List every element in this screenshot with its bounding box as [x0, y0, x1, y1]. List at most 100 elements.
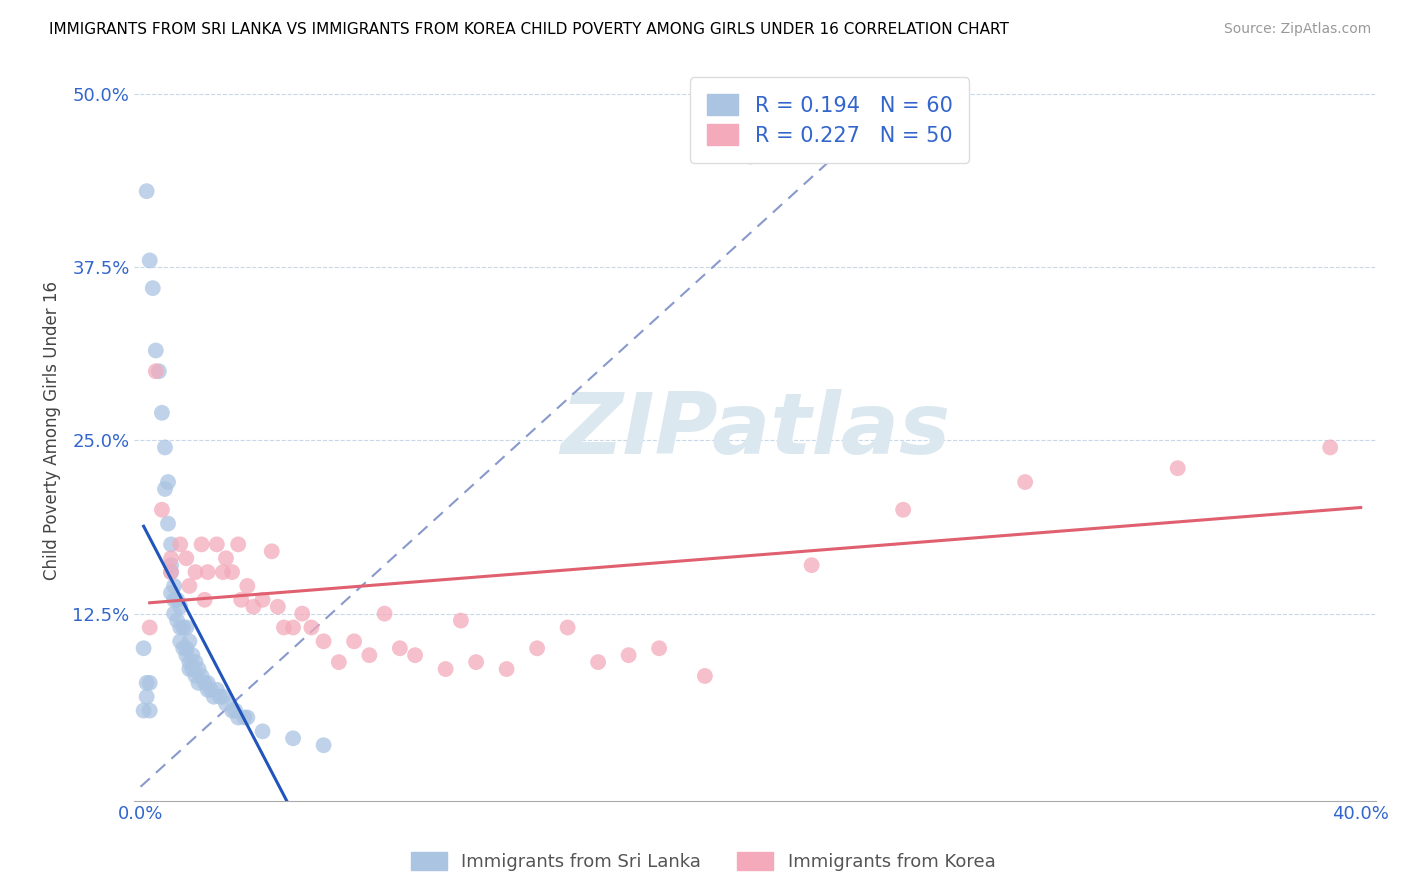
Point — [617, 648, 640, 663]
Point — [374, 607, 396, 621]
Point — [236, 710, 259, 724]
Point — [163, 607, 186, 621]
Point — [526, 641, 548, 656]
Point — [212, 565, 235, 579]
Point — [1167, 461, 1189, 475]
Point — [150, 406, 173, 420]
Text: ZIPatlas: ZIPatlas — [560, 389, 950, 472]
Point — [233, 710, 256, 724]
Point — [231, 592, 253, 607]
Point — [135, 690, 157, 704]
Point — [190, 669, 212, 683]
Point — [252, 724, 274, 739]
Point — [495, 662, 517, 676]
Point — [465, 655, 488, 669]
Point — [205, 537, 228, 551]
Point — [138, 620, 160, 634]
Point — [450, 614, 472, 628]
Point — [138, 676, 160, 690]
Point — [138, 704, 160, 718]
Point — [150, 502, 173, 516]
Point — [359, 648, 381, 663]
Point — [176, 551, 198, 566]
Point — [242, 599, 264, 614]
Point — [312, 634, 335, 648]
Point — [388, 641, 411, 656]
Point — [221, 565, 243, 579]
Point — [648, 641, 671, 656]
Point — [221, 704, 243, 718]
Point — [163, 579, 186, 593]
Point — [176, 620, 198, 634]
Point — [160, 565, 183, 579]
Point — [179, 662, 201, 676]
Point — [184, 669, 207, 683]
Point — [202, 690, 225, 704]
Point — [740, 150, 762, 164]
Point — [169, 634, 191, 648]
Point — [138, 253, 160, 268]
Point — [160, 558, 183, 573]
Text: IMMIGRANTS FROM SRI LANKA VS IMMIGRANTS FROM KOREA CHILD POVERTY AMONG GIRLS UND: IMMIGRANTS FROM SRI LANKA VS IMMIGRANTS … — [49, 22, 1010, 37]
Point — [135, 676, 157, 690]
Legend: R = 0.194   N = 60, R = 0.227   N = 50: R = 0.194 N = 60, R = 0.227 N = 50 — [690, 78, 969, 162]
Y-axis label: Child Poverty Among Girls Under 16: Child Poverty Among Girls Under 16 — [44, 281, 60, 580]
Point — [181, 662, 204, 676]
Point — [404, 648, 426, 663]
Point — [197, 676, 219, 690]
Legend: Immigrants from Sri Lanka, Immigrants from Korea: Immigrants from Sri Lanka, Immigrants fr… — [404, 845, 1002, 879]
Point — [1014, 475, 1036, 489]
Point — [299, 620, 322, 634]
Point — [153, 441, 176, 455]
Point — [200, 682, 222, 697]
Point — [176, 641, 198, 656]
Point — [160, 551, 183, 566]
Point — [224, 704, 246, 718]
Point — [291, 607, 314, 621]
Point — [169, 537, 191, 551]
Point — [281, 731, 304, 746]
Point — [160, 565, 183, 579]
Point — [132, 641, 155, 656]
Point — [693, 669, 716, 683]
Point — [236, 579, 259, 593]
Point — [172, 641, 194, 656]
Point — [166, 614, 188, 628]
Point — [153, 482, 176, 496]
Point — [187, 676, 209, 690]
Point — [891, 502, 914, 516]
Point — [226, 537, 249, 551]
Point — [190, 537, 212, 551]
Point — [312, 738, 335, 752]
Point — [586, 655, 609, 669]
Point — [267, 599, 290, 614]
Point — [215, 697, 238, 711]
Point — [172, 620, 194, 634]
Point — [145, 364, 167, 378]
Point — [166, 592, 188, 607]
Point — [260, 544, 283, 558]
Point — [132, 704, 155, 718]
Point — [184, 655, 207, 669]
Point — [343, 634, 366, 648]
Point — [273, 620, 295, 634]
Point — [179, 655, 201, 669]
Point — [434, 662, 457, 676]
Point — [281, 620, 304, 634]
Text: Source: ZipAtlas.com: Source: ZipAtlas.com — [1223, 22, 1371, 37]
Point — [197, 682, 219, 697]
Point — [194, 592, 217, 607]
Point — [215, 551, 238, 566]
Point — [157, 516, 180, 531]
Point — [187, 662, 209, 676]
Point — [205, 682, 228, 697]
Point — [181, 648, 204, 663]
Point — [169, 599, 191, 614]
Point — [184, 565, 207, 579]
Point — [179, 634, 201, 648]
Point — [226, 710, 249, 724]
Point — [557, 620, 579, 634]
Point — [194, 676, 217, 690]
Point — [179, 579, 201, 593]
Point — [212, 690, 235, 704]
